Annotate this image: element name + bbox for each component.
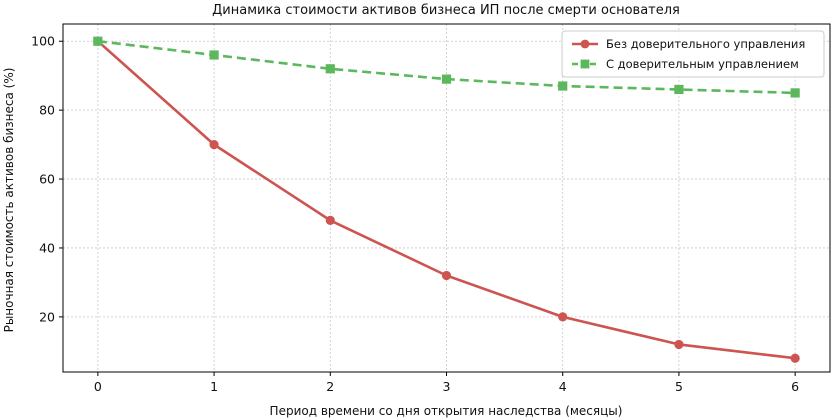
data-point (93, 36, 103, 46)
x-tick-label: 2 (326, 379, 334, 394)
data-point (790, 353, 800, 363)
series-layer (93, 36, 800, 363)
legend-label: С доверительным управлением (606, 57, 799, 71)
x-tick-label: 6 (791, 379, 799, 394)
data-point (441, 74, 452, 84)
data-point (325, 64, 335, 74)
legend-item-2: С доверительным управлением (572, 57, 799, 71)
data-point (674, 84, 684, 95)
x-tick-label: 0 (94, 379, 102, 394)
legend-box (561, 30, 825, 78)
data-point (790, 88, 800, 98)
data-point (558, 312, 568, 322)
data-point (209, 50, 219, 60)
legend-label: Без доверительного управления (606, 37, 805, 51)
y-tick-label: 20 (39, 309, 55, 324)
x-tick-label: 3 (443, 379, 451, 394)
legend-marker (580, 39, 590, 49)
x-tick-label: 4 (559, 379, 567, 394)
y-tick-label: 80 (39, 103, 55, 118)
legend: Без доверительного управления С доверител… (561, 30, 825, 78)
y-axis-label: Рыночная стоимость активов бизнеса (%) (2, 68, 16, 333)
chart-title: Динамика стоимости активов бизнеса ИП по… (212, 3, 680, 18)
series-2 (93, 36, 800, 98)
y-tick-label: 100 (31, 34, 55, 49)
x-tick-label: 1 (210, 379, 218, 394)
data-point (674, 339, 684, 350)
y-tick-label: 40 (39, 240, 55, 255)
y-axis: 20 40 60 80 100 (31, 34, 63, 324)
x-tick-label: 5 (675, 379, 683, 394)
data-point (209, 139, 219, 150)
x-axis-label: Период времени со дня открытия наследств… (270, 404, 623, 418)
x-axis: 0 1 2 3 4 5 6 (94, 372, 799, 394)
data-point (441, 270, 452, 281)
data-point (558, 81, 568, 91)
legend-item-1: Без доверительного управления (572, 37, 805, 51)
legend-marker (580, 59, 590, 69)
data-point (325, 215, 335, 225)
y-tick-label: 60 (39, 172, 55, 187)
